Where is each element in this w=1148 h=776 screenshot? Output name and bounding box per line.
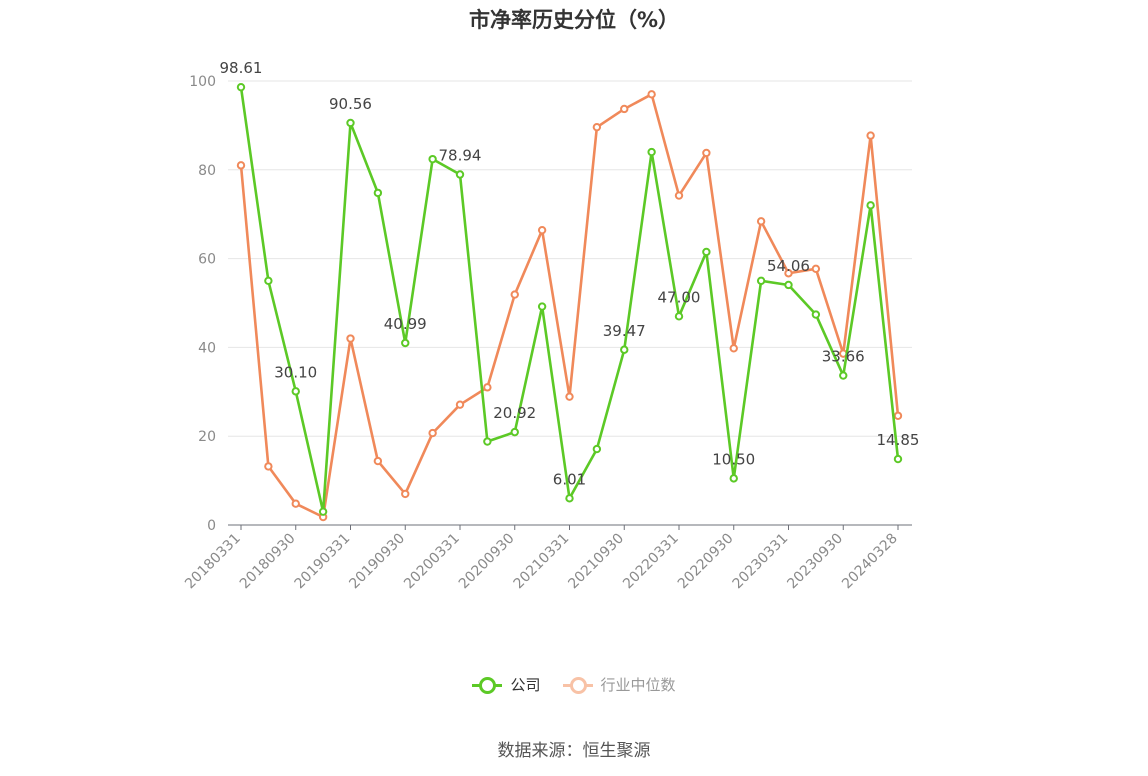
data-label: 54.06: [767, 257, 810, 275]
data-point-industry-median: [510, 290, 519, 299]
data-point-company: [236, 82, 246, 92]
data-point-industry-median: [264, 462, 273, 471]
legend-company-marker-icon: [472, 676, 503, 694]
data-point-company: [729, 474, 738, 483]
data-label: 90.56: [329, 95, 372, 113]
data-point-company: [784, 280, 793, 290]
x-tick-label: 20210331: [511, 531, 573, 593]
x-tick-label: 20220930: [675, 531, 737, 593]
series-line-industry-median: [239, 93, 900, 519]
data-point-industry-median: [784, 269, 793, 278]
x-tick-label: 20200331: [401, 531, 463, 593]
series-line-company: [239, 86, 900, 513]
y-tick-label: 0: [207, 518, 216, 534]
data-point-company: [318, 507, 328, 516]
y-axis: 0 20 40 60 80 100: [189, 74, 216, 534]
data-point-industry-median: [373, 456, 383, 466]
data-point-industry-median: [401, 489, 410, 499]
data-point-company: [401, 338, 410, 348]
x-tick-label: 20230930: [784, 531, 846, 593]
chart-title: 市净率历史分位（%）: [468, 8, 680, 32]
data-point-industry-median: [565, 392, 574, 401]
x-tick-label: 20240328: [839, 531, 901, 593]
data-point-company: [756, 276, 766, 285]
y-tick-label: 100: [189, 74, 216, 90]
data-point-company: [291, 387, 300, 396]
data-label: 10.50: [712, 450, 755, 468]
data-point-company: [455, 170, 465, 179]
data-point-industry-median: [592, 122, 602, 132]
data-label: 78.94: [439, 147, 482, 165]
data-label: 30.10: [274, 363, 317, 381]
data-source-note: 数据来源：恒生聚源: [497, 741, 651, 761]
data-point-industry-median: [702, 148, 711, 158]
x-tick-label: 20190930: [346, 531, 408, 593]
x-axis: 2018033120180930201903312019093020200331…: [182, 524, 912, 593]
legend-industry-label: 行业中位数: [600, 676, 676, 694]
data-label: 39.47: [603, 322, 646, 340]
x-tick-label: 20230331: [730, 531, 792, 593]
data-point-industry-median: [346, 334, 355, 343]
legend-item-industry-median[interactable]: 行业中位数: [562, 674, 676, 695]
data-point-company: [866, 201, 875, 210]
data-label: 47.00: [658, 288, 701, 306]
data-labels: 98.61 30.10 90.56 40.99 78.94 20.92 6.01 39.47 4…: [220, 59, 920, 488]
data-label: 40.99: [384, 315, 427, 333]
data-point-company: [839, 371, 848, 380]
data-point-company: [811, 310, 821, 319]
data-point-company: [483, 437, 492, 446]
data-point-company: [674, 312, 684, 321]
data-point-company: [647, 147, 656, 157]
data-point-industry-median: [236, 161, 246, 170]
data-point-company: [373, 188, 383, 198]
data-point-company: [893, 454, 903, 464]
data-label: 14.85: [877, 431, 920, 449]
data-point-industry-median: [291, 499, 300, 508]
x-tick-label: 20220331: [620, 531, 682, 593]
data-label: 20.92: [493, 404, 536, 422]
data-point-company: [565, 494, 574, 503]
data-point-industry-median: [893, 411, 903, 420]
data-point-company: [537, 302, 547, 311]
data-point-company: [702, 247, 711, 257]
data-label: 33.66: [822, 348, 865, 366]
data-point-company: [264, 276, 273, 285]
data-point-company: [592, 444, 602, 454]
data-point-industry-median: [620, 104, 629, 114]
legend: 公司 行业中位数: [0, 674, 1148, 695]
y-tick-label: 80: [198, 163, 216, 179]
data-point-industry-median: [866, 131, 875, 140]
data-point-industry-median: [647, 90, 656, 99]
data-point-company: [510, 427, 519, 437]
data-point-industry-median: [428, 428, 437, 438]
legend-industry-marker-icon: [562, 676, 593, 694]
data-point-industry-median: [537, 225, 547, 235]
x-tick-label: 20210930: [565, 531, 627, 593]
series-layer: [236, 82, 903, 522]
data-point-industry-median: [811, 264, 821, 274]
x-tick-label: 20180331: [182, 531, 244, 593]
legend-company-label: 公司: [510, 676, 541, 694]
x-tick-label: 20190331: [292, 531, 354, 593]
data-label: 98.61: [220, 59, 263, 77]
y-tick-label: 40: [198, 340, 216, 356]
data-point-company: [346, 118, 355, 128]
data-point-company: [428, 154, 437, 164]
data-point-industry-median: [756, 217, 766, 226]
data-point-industry-median: [483, 383, 492, 392]
data-point-industry-median: [674, 191, 684, 200]
y-tick-label: 20: [198, 429, 216, 445]
x-tick-label: 20200930: [456, 531, 518, 593]
y-tick-label: 60: [198, 252, 216, 268]
data-point-company: [620, 345, 629, 354]
x-tick-label: 20180930: [237, 531, 299, 593]
legend-item-company[interactable]: 公司: [472, 674, 541, 695]
data-point-industry-median: [455, 400, 465, 409]
data-point-industry-median: [729, 344, 738, 353]
data-label: 6.01: [553, 470, 586, 488]
